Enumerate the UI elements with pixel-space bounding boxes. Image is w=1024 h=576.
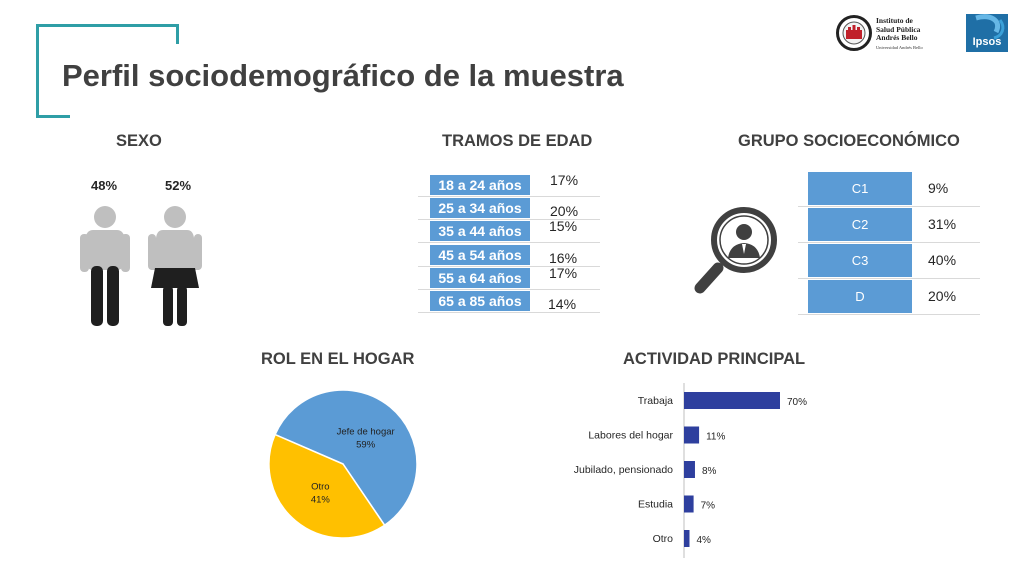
female-figure-icon [148, 206, 202, 326]
pie-slice [268, 433, 386, 539]
age-range-value: 14% [548, 296, 577, 312]
institute-seal-icon [836, 15, 872, 51]
pie-value-label: 59% [356, 440, 376, 451]
institute-line-2: Salud Pública [876, 24, 921, 34]
age-row-divider [418, 312, 600, 313]
bar-value-label: 8% [702, 466, 717, 477]
pie-value-label: 41% [311, 494, 331, 505]
bar [684, 495, 694, 513]
age-range-label: 65 a 85 años [430, 291, 530, 311]
gse-group-value: 40% [928, 252, 957, 268]
gse-row-divider [798, 278, 980, 279]
male-percent: 48% [91, 178, 118, 193]
bar [684, 392, 780, 409]
bar-value-label: 11% [706, 432, 725, 443]
age-row-divider [418, 196, 600, 197]
header-bracket-top-tick [176, 24, 179, 44]
header-bracket-bottom [36, 115, 70, 118]
bar-category-label: Jubilado, pensionado [574, 464, 673, 476]
age-range-label: 25 a 34 años [430, 198, 530, 219]
bar [684, 530, 690, 547]
gse-group-label: C1 [808, 172, 912, 205]
age-range-label: 18 a 24 años [430, 175, 530, 195]
bar-category-label: Labores del hogar [588, 430, 673, 442]
ipsos-swirl-icon [975, 14, 1005, 40]
bar-category-label: Trabaja [638, 395, 673, 407]
rol-heading: ROL EN EL HOGAR [261, 350, 415, 368]
age-range-value: 20% [550, 203, 579, 220]
ipsos-wordmark: Ipsos [972, 36, 1002, 48]
header-bracket-top [36, 24, 179, 27]
gse-group-value: 20% [928, 288, 957, 304]
bar-value-label: 4% [696, 535, 711, 546]
gse-heading: GRUPO SOCIOECONÓMICO [738, 132, 960, 150]
age-range-label: 35 a 44 años [430, 221, 530, 242]
rol-pie-chart: Jefe de hogar 59% Otro 41% [268, 389, 418, 539]
bar-value-label: 7% [701, 501, 716, 512]
gse-row-divider [798, 314, 980, 315]
gse-group-value: 9% [928, 180, 949, 196]
age-row-divider [418, 288, 600, 290]
pie-category-label: Otro [311, 481, 329, 492]
pie-slice [274, 389, 418, 527]
magnifier-person-icon [694, 207, 777, 294]
age-range-value: 17% [550, 172, 579, 188]
actividad-heading: ACTIVIDAD PRINCIPAL [623, 350, 806, 368]
gse-group-label: D [808, 280, 912, 313]
gse-group-value: 31% [928, 216, 957, 232]
bar [684, 461, 695, 478]
gse-row-divider [798, 206, 980, 207]
header-bracket-left [36, 24, 39, 118]
female-percent: 52% [165, 178, 192, 193]
institute-logo: Instituto de Salud Pública Andrés Bello … [836, 12, 941, 56]
age-range-label: 55 a 64 años [430, 267, 530, 288]
institute-line-1: Instituto de [876, 16, 913, 25]
age-row-divider [418, 219, 600, 221]
actividad-bar-chart: Trabaja 70% Labores del hogar 11% Jubilado, … [574, 383, 807, 558]
gse-group-label: C3 [808, 244, 912, 277]
bar-category-label: Otro [653, 533, 674, 545]
age-range-value: 16% [549, 249, 578, 266]
gse-group-label: C2 [808, 208, 912, 241]
gse-row-divider [798, 242, 980, 243]
age-row-divider [418, 265, 600, 267]
age-range-value: 17% [549, 264, 578, 281]
edad-heading: TRAMOS DE EDAD [442, 132, 593, 150]
institute-sub: Universidad Andrés Bello [876, 45, 923, 50]
male-figure-icon [80, 206, 130, 326]
age-row-divider [418, 242, 600, 244]
bar [684, 426, 700, 444]
age-range-label: 45 a 54 años [430, 244, 530, 265]
institute-line-3: Andrés Bello [876, 33, 918, 42]
page-title: Perfil sociodemográfico de la muestra [62, 58, 624, 93]
bar-category-label: Estudia [638, 499, 673, 511]
ipsos-logo: Ipsos [966, 14, 1008, 52]
sexo-heading: SEXO [116, 132, 162, 150]
pie-category-label: Jefe de hogar [337, 427, 395, 438]
age-range-value: 15% [549, 218, 578, 235]
bar-value-label: 70% [787, 397, 807, 408]
